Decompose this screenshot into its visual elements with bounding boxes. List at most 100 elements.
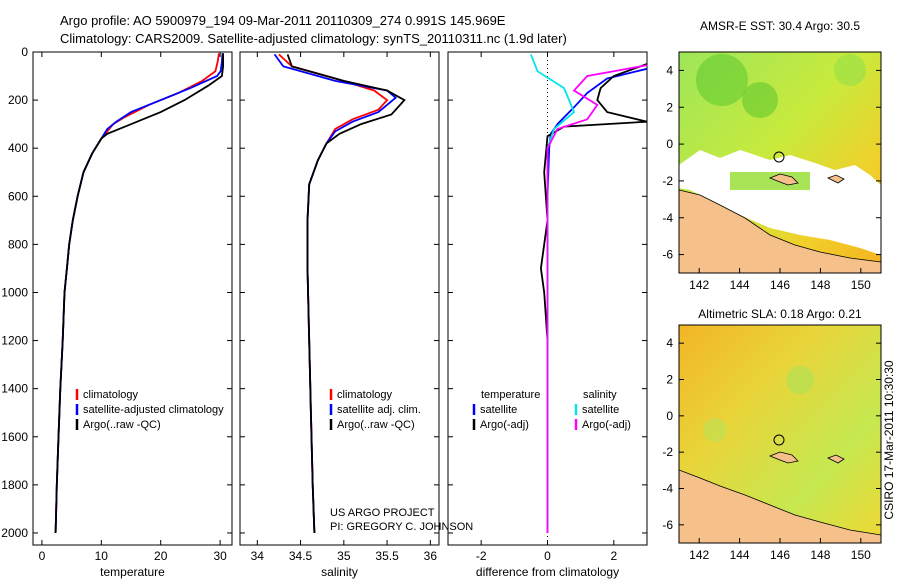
legend-label: satellite adj. clim.: [337, 404, 421, 416]
x-tick-label: 35.5: [375, 549, 399, 563]
map-x-tick-label: 148: [810, 548, 830, 562]
series-line: [273, 53, 398, 534]
land-mass: [679, 469, 881, 543]
sla-map-title: Altimetric SLA: 0.18 Argo: 0.21: [698, 307, 862, 321]
float-position-marker: [773, 151, 785, 163]
legend-label: satellite: [480, 404, 517, 416]
side-label: CSIRO 17-Mar-2011 10:30:30: [882, 360, 896, 520]
y-tick-label: 1400: [1, 382, 28, 396]
x-tick-label: 0: [544, 549, 551, 563]
island: [768, 451, 799, 464]
x-tick-label: 0: [39, 549, 46, 563]
island: [768, 173, 799, 186]
series-group: [530, 54, 647, 533]
map-y-tick-label: 2: [666, 100, 673, 114]
x-tick-label: 34: [251, 549, 265, 563]
sst-map: AMSR-E SST: 30.4 Argo: 30.5 142 144 146 148…: [662, 19, 882, 292]
legend-label: climatology: [337, 389, 393, 401]
legend-label: climatology: [83, 389, 139, 401]
map-x-tick-label: 146: [770, 278, 790, 292]
legend-header: temperature: [481, 389, 540, 401]
header-line-1: Argo profile: AO 5900979_194 09-Mar-2011…: [60, 13, 506, 28]
series-line: [286, 54, 406, 534]
map-y-tick-label: -2: [662, 445, 673, 459]
sla-patch: [703, 418, 727, 442]
x-tick-label: -2: [476, 549, 487, 563]
legend-label: Argo(-adj): [480, 419, 529, 431]
map-y-tick-label: 4: [666, 63, 673, 77]
difference-panel: -2 0 2 difference from climatology temperatu…: [447, 51, 648, 579]
sla-map: Altimetric SLA: 0.18 Argo: 0.21 142 144 14…: [662, 307, 882, 562]
sst-map-title: AMSR-E SST: 30.4 Argo: 30.5: [700, 19, 860, 33]
legend-label: Argo(..raw -QC): [337, 419, 415, 431]
x-tick-label: 20: [154, 549, 168, 563]
y-tick-label: 1800: [1, 478, 28, 492]
float-position-marker: [773, 434, 785, 446]
y-tick-label: 2000: [1, 526, 28, 540]
x-axis-label: difference from climatology: [476, 565, 619, 579]
x-tick-label: 2: [610, 549, 617, 563]
x-axis-label: salinity: [321, 565, 358, 579]
series-line: [546, 64, 647, 533]
y-tick-label: 1000: [1, 285, 28, 299]
series-line: [54, 53, 224, 534]
series-line: [546, 67, 647, 533]
land-mass: [679, 189, 881, 273]
sst-patch: [696, 54, 748, 106]
x-tick-label: 34.5: [289, 549, 313, 563]
y-tick-label: 1600: [1, 430, 28, 444]
y-tick-label: 800: [8, 237, 28, 251]
x-tick-label: 30: [213, 549, 227, 563]
map-x-tick-label: 144: [730, 278, 750, 292]
map-x-tick-label: 150: [851, 548, 871, 562]
map-x-tick-label: 148: [810, 278, 830, 292]
series-line: [539, 63, 647, 533]
map-y-tick-label: 0: [666, 137, 673, 151]
project-line-2: PI: GREGORY C. JOHNSON: [330, 521, 473, 533]
legend-label: Argo(..raw -QC): [83, 419, 161, 431]
map-y-tick-label: 2: [666, 373, 673, 387]
map-y-tick-label: 0: [666, 409, 673, 423]
map-x-tick-label: 144: [730, 548, 750, 562]
sst-patch: [834, 54, 866, 86]
map-y-tick-label: -2: [662, 174, 673, 188]
panel-frame: [239, 51, 440, 546]
sst-missing-data: [679, 150, 881, 255]
x-axis-label: temperature: [100, 565, 165, 579]
x-tick-label: 36: [424, 549, 438, 563]
project-line-1: US ARGO PROJECT: [330, 507, 435, 519]
island: [827, 454, 845, 464]
y-tick-label: 0: [21, 45, 28, 59]
island: [827, 174, 845, 184]
legend-label: Argo(-adj): [582, 419, 631, 431]
map-y-tick-label: -4: [662, 482, 673, 496]
series-line: [54, 53, 220, 534]
series-group: [273, 53, 406, 534]
map-y-tick-label: -4: [662, 211, 673, 225]
legend-header: salinity: [583, 389, 617, 401]
legend-label: satellite: [582, 404, 619, 416]
temperature-panel: 0 10 20 30 temperature 0 200 400 600 800 1000 1200 1…: [1, 45, 233, 579]
y-tick-label: 1200: [1, 334, 28, 348]
map-x-tick-label: 150: [851, 278, 871, 292]
map-x-tick-label: 142: [689, 548, 709, 562]
map-y-tick-label: -6: [662, 518, 673, 532]
series-group: [54, 53, 224, 534]
y-tick-label: 400: [8, 141, 28, 155]
y-tick-label: 200: [8, 93, 28, 107]
salinity-panel: 34 34.5 35 35.5 36 salinity climatology satelli…: [239, 51, 440, 579]
legend-label: satellite-adjusted climatology: [83, 404, 224, 416]
map-y-tick-label: -6: [662, 248, 673, 262]
sst-patch: [730, 172, 810, 190]
y-tick-label: 600: [8, 189, 28, 203]
series-line: [54, 53, 224, 534]
map-x-tick-label: 142: [689, 278, 709, 292]
series-line: [278, 53, 389, 534]
sla-patch: [786, 366, 814, 394]
panel-frame: [32, 51, 233, 546]
sst-patch: [742, 82, 778, 118]
header-line-2: Climatology: CARS2009. Satellite-adjuste…: [60, 31, 567, 46]
x-tick-label: 35: [337, 549, 351, 563]
x-tick-label: 10: [95, 549, 109, 563]
